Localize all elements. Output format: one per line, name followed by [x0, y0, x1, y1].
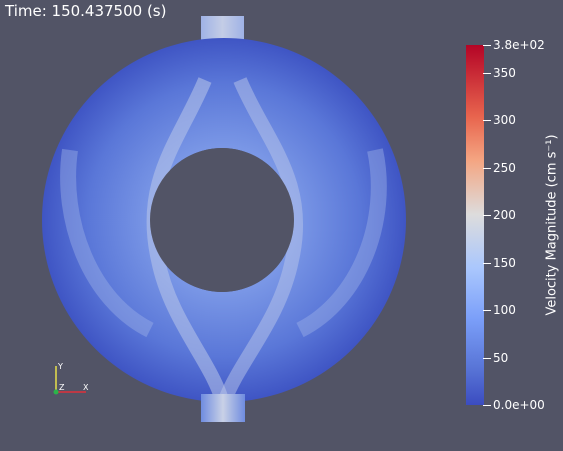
colorbar-tick: [483, 73, 491, 74]
outlet-pipe: [201, 394, 245, 422]
y-axis-letter: Y: [57, 362, 63, 371]
colorbar-tick: [483, 120, 491, 121]
colorbar-tick-label: 50: [493, 351, 509, 365]
colorbar-gradient: [466, 45, 484, 405]
colorbar-tick: [483, 310, 491, 311]
colorbar-tick-label: 100: [493, 303, 516, 317]
colorbar-tick: [483, 45, 491, 46]
colorbar-tick: [483, 358, 491, 359]
colorbar-min-label: 0.0e+00: [493, 398, 545, 412]
z-axis-letter: Z: [59, 383, 65, 392]
z-axis-dot: [53, 389, 59, 395]
inner-hole: [150, 148, 294, 292]
jet-streak-right: [218, 77, 304, 403]
velocity-mesh: [41, 16, 406, 422]
colorbar-tick-label: 150: [493, 256, 516, 270]
colorbar-title: Velocity Magnitude (cm s⁻¹): [544, 134, 560, 316]
time-annotation: Time: 150.437500 (s): [5, 2, 167, 20]
colorbar-tick: [483, 263, 491, 264]
outer-streak-right: [296, 148, 387, 338]
x-axis-letter: X: [83, 383, 89, 392]
colorbar-tick-label: 350: [493, 66, 516, 80]
colorbar-tick: [483, 215, 491, 216]
jet-streak-left: [146, 77, 229, 403]
colorbar-max-label: 3.8e+02: [493, 38, 545, 52]
colorbar-tick-label: 300: [493, 113, 516, 127]
orientation-axes: Y Z X: [53, 362, 89, 395]
annulus-region: [41, 38, 406, 403]
outer-streak-left: [60, 148, 154, 338]
colorbar-tick-label: 250: [493, 161, 516, 175]
colorbar-tick: [483, 168, 491, 169]
colorbar-tick-label: 200: [493, 208, 516, 222]
colorbar-tick: [483, 405, 491, 406]
